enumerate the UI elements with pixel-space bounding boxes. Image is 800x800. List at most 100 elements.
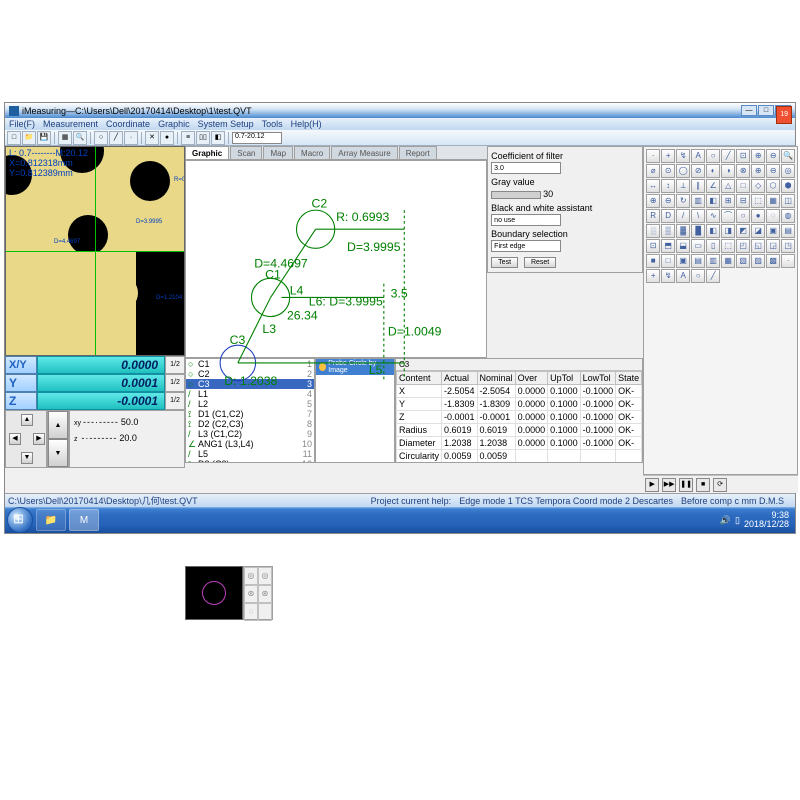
palette-tool-icon[interactable]: ◎ [781,164,795,178]
menu-graphic[interactable]: Graphic [158,119,190,129]
palette-tool-icon[interactable]: · [781,254,795,268]
tool-cube-icon[interactable]: ◧ [211,131,225,145]
palette-tool-icon[interactable]: ↔ [646,179,660,193]
test-button[interactable]: Test [491,257,518,268]
tab-map[interactable]: Map [263,146,293,159]
tab-graphic[interactable]: Graphic [185,146,229,159]
menu-help[interactable]: Help(H) [291,119,322,129]
palette-tool-icon[interactable]: △ [721,179,735,193]
tool-bars-icon[interactable]: ▯▯ [196,131,210,145]
reset-button[interactable]: Reset [524,257,556,268]
gray-slider[interactable] [491,191,541,199]
palette-tool-icon[interactable]: ○ [691,269,705,283]
coef-input[interactable]: 3.0 [491,162,561,174]
probe-opt-6-icon[interactable] [258,603,272,621]
camera-view[interactable]: L: 0.7--------M:20.12 X=0.812318mm Y=0.8… [5,146,185,356]
palette-tool-icon[interactable]: ▯ [706,239,720,253]
dro-x-suffix[interactable]: 1/2 [165,356,185,374]
palette-tool-icon[interactable]: ↯ [676,149,690,163]
palette-tool-icon[interactable]: ▤ [691,254,705,268]
palette-tool-icon[interactable]: ⊗ [736,164,750,178]
palette-tool-icon[interactable]: ◇ [751,179,765,193]
tool-dot-icon[interactable]: ● [160,131,174,145]
palette-tool-icon[interactable]: D [661,209,675,223]
palette-tool-icon[interactable]: ◪ [751,224,765,238]
palette-tool-icon[interactable]: + [646,269,660,283]
palette-tool-icon[interactable]: ⬚ [721,239,735,253]
palette-tool-icon[interactable]: ▦ [766,194,780,208]
palette-tool-icon[interactable]: ◧ [706,194,720,208]
palette-tool-icon[interactable]: ⬡ [766,179,780,193]
toolbar-dropdown[interactable]: 0.7-20.12 [232,132,282,144]
palette-tool-icon[interactable]: ▒ [661,224,675,238]
palette-tool-icon[interactable]: ● [751,209,765,223]
tray-clock[interactable]: 9:382018/12/28 [744,511,789,529]
palette-tool-icon[interactable]: ⊖ [661,194,675,208]
palette-tool-icon[interactable]: ◍ [781,209,795,223]
palette-tool-icon[interactable]: ▣ [676,254,690,268]
probe-opt-3-icon[interactable]: ⊛ [244,585,258,603]
joy-z-up-button[interactable]: ▲ [48,411,68,439]
palette-tool-icon[interactable]: R [646,209,660,223]
menu-system[interactable]: System Setup [198,119,254,129]
tray-icon[interactable]: 🔊 [720,515,731,526]
palette-tool-icon[interactable]: ▥ [691,194,705,208]
palette-tool-icon[interactable]: ⊖ [766,164,780,178]
tab-scan[interactable]: Scan [230,146,262,159]
probe-opt-2-icon[interactable]: ◎ [258,567,272,585]
tool-line-icon[interactable]: ╱ [109,131,123,145]
palette-tool-icon[interactable]: ∿ [706,209,720,223]
palette-tool-icon[interactable]: ◳ [781,239,795,253]
tool-save-icon[interactable]: 💾 [37,131,51,145]
tool-zoom-icon[interactable]: 🔍 [73,131,87,145]
joy-up-button[interactable]: ▲ [21,414,33,426]
palette-tool-icon[interactable]: ⊡ [646,239,660,253]
palette-tool-icon[interactable]: ■ [646,254,660,268]
bw-select[interactable]: no use [491,214,561,226]
target-view[interactable] [185,566,243,620]
palette-tool-icon[interactable]: A [676,269,690,283]
task-item-app[interactable]: M [69,509,99,531]
palette-tool-icon[interactable]: ⌀ [646,164,660,178]
palette-tool-icon[interactable]: ⌒ [721,209,735,223]
minimize-button[interactable]: — [741,105,757,116]
palette-tool-icon[interactable]: ░ [646,224,660,238]
joy-left-button[interactable]: ◀ [9,433,21,445]
palette-tool-icon[interactable]: + [661,149,675,163]
tool-grid-icon[interactable]: ▦ [58,131,72,145]
tool-circle-icon[interactable]: ○ [94,131,108,145]
graphic-view[interactable]: C2 C1 C3 R: 0.6993 D=3.9995 D=4.4697 D: … [185,160,487,358]
menu-tools[interactable]: Tools [262,119,283,129]
palette-tool-icon[interactable]: ⊟ [736,194,750,208]
start-button[interactable] [7,507,33,533]
palette-tool-icon[interactable]: ↕ [661,179,675,193]
palette-tool-icon[interactable]: █ [691,224,705,238]
tab-array[interactable]: Array Measure [331,146,397,159]
play-button[interactable]: ▶ [645,478,659,492]
palette-tool-icon[interactable]: ⊕ [751,164,765,178]
feature-item[interactable]: ∠ANG1 (L3,L4)10 [186,439,314,449]
tool-open-icon[interactable]: 📁 [22,131,36,145]
tray-flag-icon[interactable]: ▯ [735,515,740,526]
task-item-explorer[interactable]: 📁 [36,509,66,531]
palette-tool-icon[interactable]: ⊞ [721,194,735,208]
palette-tool-icon[interactable]: ▤ [781,224,795,238]
palette-tool-icon[interactable]: \ [691,209,705,223]
palette-tool-icon[interactable]: ◰ [736,239,750,253]
palette-tool-icon[interactable]: ⟂ [676,179,690,193]
dro-z-suffix[interactable]: 1/2 [165,392,185,410]
maximize-button[interactable]: □ [758,105,774,116]
palette-tool-icon[interactable]: ╱ [721,149,735,163]
palette-tool-icon[interactable]: ○ [736,209,750,223]
palette-tool-icon[interactable]: □ [736,179,750,193]
palette-tool-icon[interactable]: ▓ [676,224,690,238]
palette-tool-icon[interactable]: ▩ [766,254,780,268]
palette-tool-icon[interactable]: ▧ [736,254,750,268]
feature-item[interactable]: ⟟D3 (C3)12 [186,459,314,463]
palette-tool-icon[interactable]: ▣ [766,224,780,238]
record-button[interactable]: ⟳ [713,478,727,492]
palette-tool-icon[interactable]: 🔍 [781,149,795,163]
palette-tool-icon[interactable]: ╱ [706,269,720,283]
tab-report[interactable]: Report [399,146,437,159]
palette-tool-icon[interactable]: ⊕ [646,194,660,208]
